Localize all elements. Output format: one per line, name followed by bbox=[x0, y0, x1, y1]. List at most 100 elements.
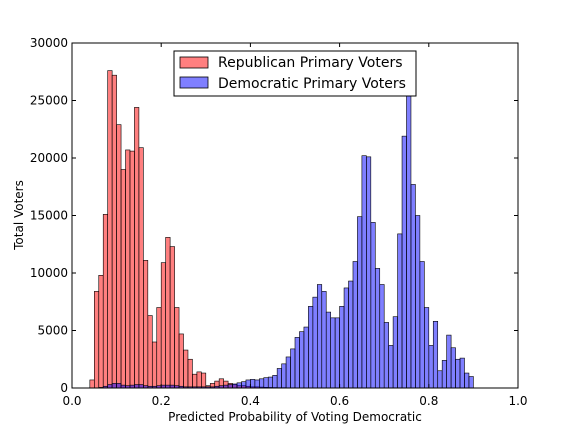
republican-bar bbox=[94, 291, 98, 388]
democratic-bar bbox=[420, 262, 424, 389]
y-tick-label: 10000 bbox=[30, 266, 68, 280]
republican-bar bbox=[161, 263, 165, 388]
democratic-bar bbox=[277, 368, 281, 388]
republican-bar bbox=[201, 373, 205, 388]
republican-bar bbox=[126, 150, 130, 388]
republican-bar bbox=[112, 75, 116, 388]
democratic-bar bbox=[433, 321, 437, 388]
legend-swatch-republican bbox=[180, 57, 208, 68]
democratic-bar bbox=[456, 359, 460, 388]
republican-bar bbox=[197, 372, 201, 388]
republican-bar bbox=[179, 334, 183, 388]
democratic-bar bbox=[246, 380, 250, 388]
democratic-bar bbox=[407, 67, 411, 388]
democratic-bar bbox=[233, 384, 237, 388]
legend: Republican Primary Voters Democratic Pri… bbox=[174, 51, 416, 96]
democratic-bar bbox=[255, 380, 259, 388]
republican-bar bbox=[99, 275, 103, 388]
republican-bar bbox=[130, 151, 134, 388]
republican-bar bbox=[148, 316, 152, 388]
democratic-bar bbox=[259, 379, 263, 388]
democratic-bar bbox=[317, 285, 321, 389]
republican-bar bbox=[103, 214, 107, 388]
republican-bar bbox=[184, 350, 188, 388]
republican-bar bbox=[108, 71, 112, 388]
democratic-bar bbox=[228, 385, 232, 388]
democratic-bar bbox=[393, 317, 397, 388]
legend-label-republican: Republican Primary Voters bbox=[218, 55, 403, 71]
republican-bar bbox=[192, 374, 196, 388]
democratic-bar bbox=[464, 373, 468, 388]
y-tick-label: 20000 bbox=[30, 151, 68, 165]
x-tick-label: 0.0 bbox=[62, 394, 81, 408]
republican-bar bbox=[117, 125, 121, 388]
democratic-bars bbox=[99, 67, 474, 388]
republican-bar bbox=[175, 308, 179, 389]
x-tick-label: 0.4 bbox=[241, 394, 260, 408]
democratic-bar bbox=[415, 216, 419, 389]
democratic-bar bbox=[326, 312, 330, 388]
democratic-bar bbox=[340, 306, 344, 388]
democratic-bar bbox=[331, 318, 335, 388]
democratic-bar bbox=[460, 358, 464, 388]
democratic-bar bbox=[447, 335, 451, 388]
democratic-bar bbox=[371, 222, 375, 388]
democratic-bar bbox=[366, 157, 370, 388]
y-tick-label: 30000 bbox=[30, 36, 68, 50]
democratic-bar bbox=[344, 288, 348, 388]
democratic-bar bbox=[299, 332, 303, 388]
democratic-bar bbox=[108, 385, 112, 388]
democratic-bar bbox=[380, 285, 384, 389]
democratic-bar bbox=[304, 327, 308, 388]
democratic-bar bbox=[411, 184, 415, 388]
democratic-bar bbox=[398, 234, 402, 388]
democratic-bar bbox=[241, 382, 245, 388]
republican-bar bbox=[139, 148, 143, 388]
democratic-bar bbox=[362, 156, 366, 388]
democratic-bar bbox=[264, 378, 268, 388]
y-tick-label: 25000 bbox=[30, 94, 68, 108]
democratic-bar bbox=[469, 377, 473, 389]
x-tick-label: 0.8 bbox=[419, 394, 438, 408]
democratic-bar bbox=[375, 268, 379, 388]
democratic-bar bbox=[349, 281, 353, 388]
democratic-bar bbox=[451, 348, 455, 388]
democratic-bar bbox=[282, 364, 286, 388]
democratic-bar bbox=[442, 360, 446, 388]
democratic-bar bbox=[424, 308, 428, 389]
democratic-bar bbox=[112, 383, 116, 388]
legend-swatch-democratic bbox=[180, 77, 208, 88]
democratic-bar bbox=[286, 357, 290, 388]
republican-bar bbox=[188, 359, 192, 388]
democratic-bar bbox=[402, 136, 406, 388]
democratic-bar bbox=[139, 385, 143, 388]
democratic-bar bbox=[322, 291, 326, 388]
republican-bar bbox=[134, 107, 138, 388]
x-tick-label: 1.0 bbox=[508, 394, 527, 408]
republican-bar bbox=[170, 247, 174, 388]
democratic-bar bbox=[134, 385, 138, 388]
democratic-bar bbox=[313, 297, 317, 388]
x-tick-label: 0.6 bbox=[330, 394, 349, 408]
democratic-bar bbox=[250, 379, 254, 388]
x-axis-label: Predicted Probability of Voting Democrat… bbox=[168, 410, 422, 424]
y-tick-label: 5000 bbox=[37, 324, 68, 338]
y-tick-label: 0 bbox=[60, 381, 68, 395]
democratic-bar bbox=[357, 217, 361, 388]
republican-bar bbox=[90, 380, 94, 388]
republican-bar bbox=[143, 260, 147, 388]
democratic-bar bbox=[389, 345, 393, 388]
democratic-bar bbox=[273, 375, 277, 388]
democratic-bar bbox=[384, 322, 388, 388]
democratic-bar bbox=[335, 318, 339, 388]
y-tick-label: 15000 bbox=[30, 209, 68, 223]
democratic-bar bbox=[353, 262, 357, 389]
legend-label-democratic: Democratic Primary Voters bbox=[218, 76, 406, 92]
democratic-bar bbox=[291, 349, 295, 388]
republican-bar bbox=[166, 237, 170, 388]
x-tick-label: 0.2 bbox=[152, 394, 171, 408]
y-axis-label: Total Voters bbox=[12, 180, 26, 251]
democratic-bar bbox=[117, 383, 121, 388]
